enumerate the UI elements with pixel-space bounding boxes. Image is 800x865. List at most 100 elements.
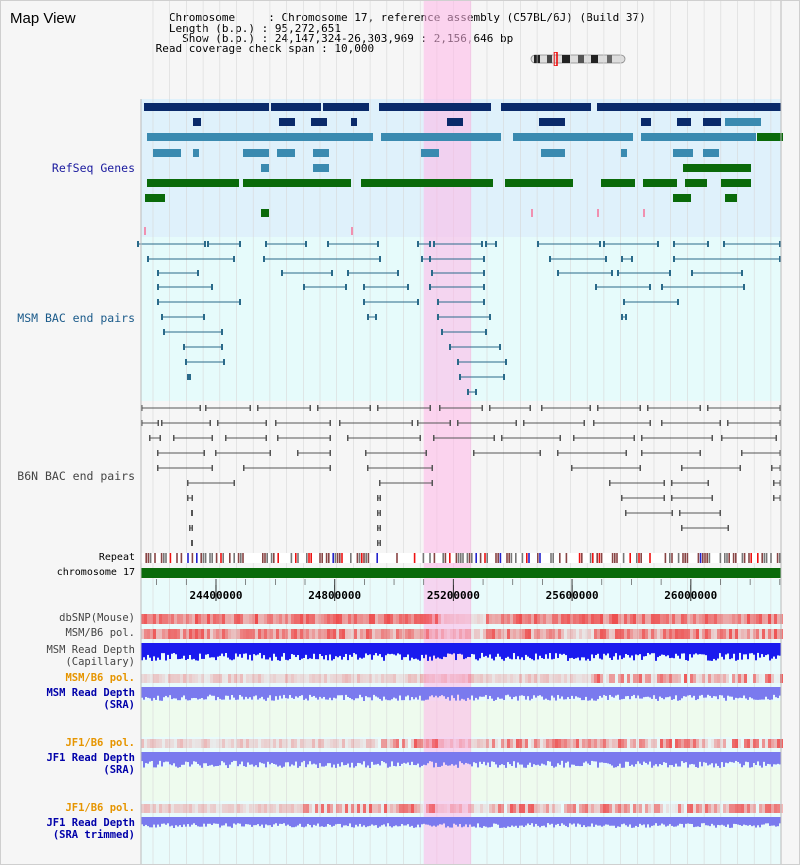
repeat-element (264, 553, 266, 563)
jf1-sra-depth (659, 752, 661, 765)
track-label-msm-bac[interactable]: MSM BAC end pairs (17, 311, 135, 325)
b6n-bac-end (647, 405, 649, 411)
msm-sra-depth (607, 687, 609, 700)
jf1-pol-cell (618, 739, 621, 748)
msm-pol-cell (327, 629, 330, 639)
jf1-trimmed-depth (663, 817, 665, 825)
msm-capillary-depth (309, 643, 311, 659)
jf1-pol2-cell (534, 804, 537, 813)
jf1-trimmed-depth (317, 817, 319, 824)
msm-pol2-cell (348, 674, 351, 683)
msm-sra-depth (365, 687, 367, 697)
b6n-bac-end (425, 450, 427, 456)
jf1-trimmed-depth (547, 817, 549, 824)
jf1-trimmed-depth (437, 817, 439, 826)
msm-sra-depth (421, 687, 423, 701)
jf1-pol-cell (150, 739, 153, 748)
jf1-pol2-cell (249, 804, 252, 813)
msm-sra-depth (517, 687, 519, 701)
jf1-sra-depth (725, 752, 727, 763)
msm-pol2-cell (687, 674, 690, 683)
msm-pol-cell (351, 629, 354, 639)
msm-sra-depth (661, 687, 663, 698)
msm-capillary-depth (373, 643, 375, 656)
jf1-sra-depth (603, 752, 605, 763)
dbsnp-cell (642, 614, 645, 624)
jf1-trimmed-depth (519, 817, 521, 826)
jf1-sra-depth (521, 752, 523, 765)
jf1-trimmed-depth (449, 817, 451, 828)
msm-pol-cell (372, 629, 375, 639)
jf1-sra-depth (153, 752, 155, 768)
msm-pol-cell (555, 629, 558, 639)
msm-pol2-cell (528, 674, 531, 683)
jf1-trimmed-depth (149, 817, 151, 828)
repeat-element (699, 553, 702, 563)
msm-sra-depth (475, 687, 477, 698)
jf1-trimmed-depth (187, 817, 189, 825)
jf1-sra-depth (615, 752, 617, 768)
dbsnp-cell (159, 614, 162, 624)
msm-capillary-depth (759, 643, 761, 658)
jf1-pol-cell (234, 739, 237, 748)
msm-pol2-cell (531, 674, 534, 683)
msm-sra-depth (223, 687, 225, 700)
jf1-pol-cell (279, 739, 282, 748)
msm-capillary-depth (177, 643, 179, 660)
jf1-pol-cell (219, 739, 222, 748)
jf1-pol2-cell (216, 804, 219, 813)
msm-sra-depth (593, 687, 595, 701)
jf1-sra-depth (629, 752, 631, 766)
jf1-pol-cell (255, 739, 258, 748)
msm-sra-depth (779, 687, 781, 696)
jf1-sra-depth (331, 752, 333, 768)
jf1-pol-cell (777, 739, 780, 748)
jf1-sra-depth (415, 752, 417, 766)
jf1-trimmed-depth (771, 817, 773, 826)
repeat-element (180, 553, 183, 563)
jf1-pol-cell (354, 739, 357, 748)
msm-pol-cell (741, 629, 744, 639)
repeat-element (176, 553, 178, 563)
repeat-element (165, 553, 167, 563)
msm-sra-depth (743, 687, 745, 696)
msm-pol-cell (453, 629, 456, 639)
jf1-trimmed-depth (615, 817, 617, 828)
jf1-trimmed-depth (487, 817, 489, 828)
jf1-trimmed-depth (229, 817, 231, 827)
msm-sra-depth (723, 687, 725, 698)
dbsnp-cell (387, 614, 390, 624)
jf1-trimmed-depth (447, 817, 449, 827)
msm-sra-depth (665, 687, 667, 698)
dbsnp-cell (309, 614, 312, 624)
msm-capillary-depth (519, 643, 521, 660)
jf1-trimmed-depth (465, 817, 467, 825)
msm-capillary-depth (173, 643, 175, 654)
dbsnp-cell (678, 614, 681, 624)
jf1-pol2-cell (471, 804, 474, 813)
track-label-refseq[interactable]: RefSeq Genes (51, 161, 135, 175)
jf1-pol2-cell (162, 804, 165, 813)
repeat-element (515, 553, 517, 563)
msm-capillary-depth (265, 643, 267, 660)
msm-pol2-cell (171, 674, 174, 683)
refseq-marker (531, 209, 533, 217)
msm-sra-depth (241, 687, 243, 697)
track-label-b6n-bac[interactable]: B6N BAC end pairs (17, 469, 135, 483)
jf1-pol-cell (516, 739, 519, 748)
b6n-bac-end (775, 435, 777, 441)
jf1-trimmed-depth (535, 817, 537, 824)
dbsnp-cell (288, 614, 291, 624)
jf1-pol-cell (624, 739, 627, 748)
msm-sra-depth (561, 687, 563, 697)
msm-capillary-depth (459, 643, 461, 654)
dbsnp-cell (414, 614, 417, 624)
jf1-trimmed-depth (189, 817, 191, 827)
msm-sra-depth (653, 687, 655, 696)
jf1-trimmed-depth (427, 817, 429, 825)
msm-pol-cell (195, 629, 198, 639)
jf1-sra-depth (203, 752, 205, 764)
msm-pol2-cell (750, 674, 753, 683)
msm-bac-end (483, 256, 485, 262)
